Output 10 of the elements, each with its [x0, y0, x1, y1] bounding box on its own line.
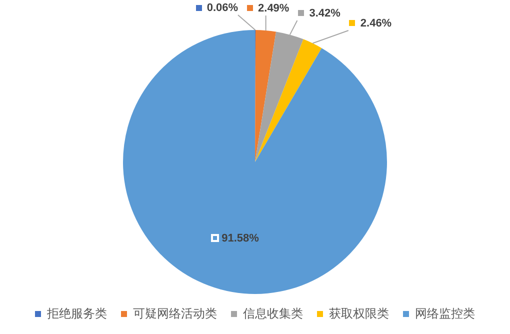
legend-label: 信息收集类	[243, 306, 303, 320]
data-label: 2.46%	[360, 18, 392, 30]
data-label: 91.58%	[222, 232, 260, 244]
data-label: 3.42%	[309, 8, 341, 20]
legend-label: 可疑网络活动类	[133, 306, 217, 320]
data-label: 0.06%	[206, 2, 238, 14]
data-label: 2.49%	[258, 2, 290, 15]
legend-label: 网络监控类	[415, 306, 475, 320]
legend-label: 获取权限类	[329, 306, 389, 320]
legend-label: 拒绝服务类	[46, 306, 107, 320]
